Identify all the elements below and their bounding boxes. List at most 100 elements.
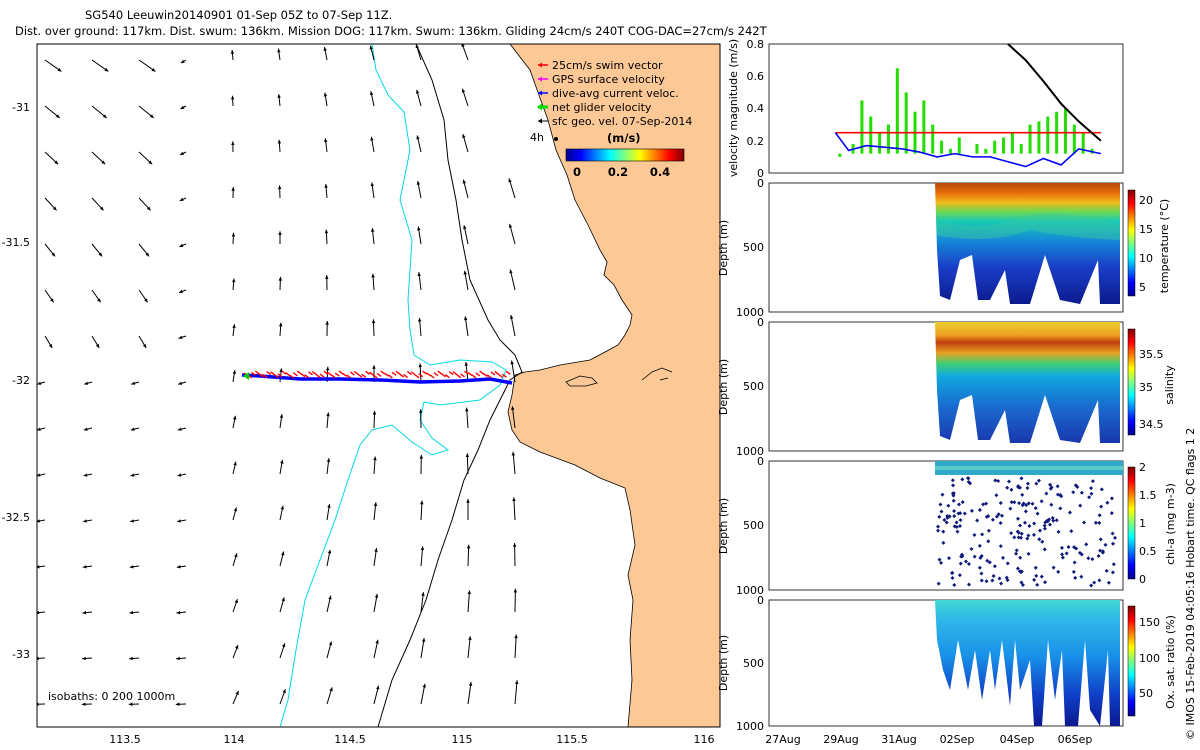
legend-swim-vector: 25cm/s swim vector	[538, 59, 663, 72]
geo-velocity-arrow	[464, 361, 469, 383]
chl-sample	[1040, 539, 1045, 544]
map-x-ticks: 113.5 114 114.5 115 115.5 116	[109, 733, 714, 746]
chl-sample	[994, 493, 999, 498]
geo-velocity-arrow	[466, 544, 471, 567]
chl-sample	[1034, 573, 1039, 578]
temperature-cbar-tick-20: 20	[1139, 194, 1153, 207]
swim-vector-mark	[444, 374, 450, 379]
oxygen-ylabel: Depth (m)	[717, 635, 730, 691]
swim-vector-mark	[308, 371, 314, 376]
geo-velocity-arrow	[326, 503, 331, 521]
date-tick-29aug: 29Aug	[823, 733, 858, 746]
chl-sample	[1025, 486, 1030, 491]
chl-sample	[1100, 550, 1105, 555]
chl-sample	[984, 579, 989, 584]
geo-velocity-arrow	[323, 92, 328, 107]
chl-sample	[980, 532, 985, 537]
land-mass	[507, 44, 720, 727]
chl-sample	[1079, 490, 1084, 495]
geo-velocity-arrow	[83, 473, 93, 477]
velocity-ytick-0.8: 0.8	[747, 38, 765, 51]
map-y-tick--33: -33	[12, 648, 30, 661]
chlorophyll-cbar-tick-1: 1	[1139, 517, 1146, 530]
chl-sample	[1089, 486, 1094, 491]
chl-sample	[1044, 491, 1049, 496]
geo-velocity-arrow	[514, 680, 519, 705]
geo-velocity-arrow	[232, 461, 237, 475]
swim-vector-mark	[501, 373, 507, 378]
salinity-ylabel: Depth (m)	[717, 359, 730, 415]
chl-sample	[969, 547, 974, 552]
chl-sample	[1098, 537, 1103, 542]
chl-sample	[1056, 569, 1061, 574]
chl-sample	[992, 564, 997, 569]
geo-velocity-arrow	[91, 197, 104, 211]
swim-vector-mark	[273, 374, 279, 379]
chlorophyll-ylabel: Depth (m)	[717, 498, 730, 554]
chl-sample	[1037, 528, 1042, 533]
geo-velocity-arrow	[326, 412, 330, 429]
chl-sample	[1047, 522, 1052, 527]
chlorophyll-colorbar	[1127, 466, 1136, 580]
geo-velocity-arrow	[91, 151, 106, 165]
chl-sample	[1097, 578, 1102, 583]
geo-velocity-arrow	[279, 688, 286, 705]
geo-velocity-arrow	[180, 59, 187, 64]
swim-vector-mark	[315, 373, 321, 379]
geo-velocity-arrow	[129, 565, 140, 569]
geo-velocity-arrow	[138, 335, 147, 349]
swim-vector-mark	[410, 371, 416, 376]
chl-sample	[977, 507, 982, 512]
chl-sample	[1023, 520, 1028, 525]
geo-velocity-arrow	[510, 360, 516, 383]
geo-velocity-arrow	[130, 473, 140, 477]
chl-sample	[1097, 513, 1102, 518]
geo-velocity-arrow	[514, 634, 518, 659]
swim-vector-mark	[494, 370, 500, 375]
geo-velocity-arrow	[420, 546, 425, 567]
geo-velocity-arrow	[373, 685, 380, 705]
chl-sample	[1064, 551, 1069, 556]
chlorophyll-cbar-tick-0: 0	[1139, 573, 1146, 586]
geo-velocity-arrow	[177, 427, 187, 431]
chl-sample	[946, 503, 951, 508]
chl-sample	[957, 502, 962, 507]
colorbar-title: (m/s)	[607, 131, 641, 145]
chl-sample	[977, 543, 982, 548]
temperature-dips	[935, 213, 1120, 240]
chl-sample	[939, 560, 944, 565]
swim-vector-mark	[380, 370, 386, 375]
geo-velocity-arrow	[175, 702, 187, 706]
chl-sample	[1036, 478, 1041, 483]
chl-sample	[1077, 550, 1082, 555]
salinity-ytick-0: 0	[757, 316, 764, 329]
map-x-tick-113.5: 113.5	[109, 733, 141, 746]
geo-velocity-arrow	[179, 197, 187, 202]
chl-sample	[936, 524, 941, 529]
geo-velocity-arrow	[370, 228, 375, 245]
velocity-ytick-0.2: 0.2	[747, 135, 765, 148]
chl-sample	[1015, 516, 1020, 521]
speed-colorbar	[565, 148, 685, 162]
chl-sample	[1000, 513, 1005, 518]
chl-sample	[1004, 575, 1009, 580]
chl-sample	[1018, 555, 1023, 560]
legend-swim-vector-label: 25cm/s swim vector	[552, 59, 663, 72]
geo-velocity-arrow	[138, 59, 156, 72]
geo-velocity-arrow	[177, 519, 187, 523]
chlorophyll-panel: Depth (m) 0 500 1000 2 1.5 1 0.5 0 chl-a…	[717, 455, 1177, 597]
geo-velocity-arrow	[138, 105, 155, 119]
geo-velocity-arrow	[420, 592, 425, 613]
rottnest-island	[565, 375, 598, 387]
chl-sample	[951, 498, 956, 503]
chl-sample	[1059, 545, 1064, 550]
geo-velocity-arrow	[372, 410, 377, 429]
chl-sample	[1055, 492, 1060, 497]
chl-sample	[986, 539, 991, 544]
swim-vector-mark	[300, 373, 306, 378]
velocity-series-line	[1007, 43, 1102, 142]
footer-note: © IMOS 15-Feb-2019 04:05:16 Hobart time.…	[1184, 428, 1197, 740]
chl-sample	[947, 556, 952, 561]
chl-sample	[1016, 485, 1021, 490]
chl-sample	[1084, 542, 1089, 547]
